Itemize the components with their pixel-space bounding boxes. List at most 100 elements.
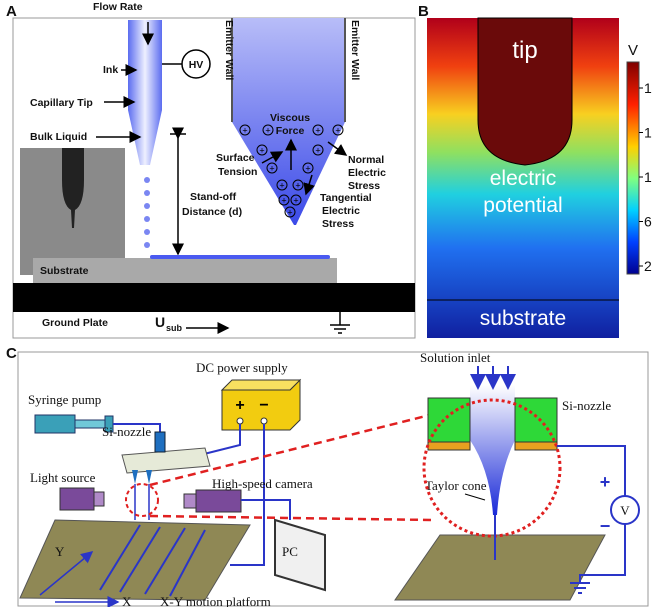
label: Viscous — [270, 112, 310, 124]
colorbar-label: 180 — [644, 80, 652, 96]
shape — [144, 190, 150, 196]
shape — [144, 216, 150, 222]
label: Ink — [103, 64, 118, 76]
wire — [557, 446, 625, 496]
colorbar-label: 20 — [644, 258, 652, 274]
charge-sign: + — [265, 126, 270, 136]
label: Force — [276, 125, 305, 137]
label: Surface — [216, 152, 255, 164]
shape — [146, 470, 152, 484]
label: Capillary Tip — [30, 97, 93, 109]
shape — [60, 488, 94, 510]
charge-sign: + — [315, 126, 320, 136]
terminal — [261, 418, 267, 424]
charge-sign: + — [335, 126, 340, 136]
dc-power-top — [222, 380, 300, 390]
colorbar-ticks: 1801401006020 — [639, 80, 652, 274]
figure: A Flow Rate Ink HV Capillary Tip Bulk Li… — [0, 0, 652, 607]
charge-sign: + — [287, 208, 292, 218]
label: Solution inlet — [420, 350, 491, 365]
label: Light source — [30, 470, 96, 485]
unit: V — [628, 42, 638, 59]
shape — [144, 229, 150, 235]
label: X — [122, 594, 132, 607]
ground-symbol — [330, 312, 350, 333]
label: Emitter Wall — [223, 20, 235, 80]
panel-label: C — [6, 345, 17, 362]
label: Ground Plate — [42, 317, 108, 329]
reservoir — [155, 432, 165, 452]
label: HV — [189, 59, 204, 71]
label: Tension — [218, 166, 257, 178]
velocity-symbol: U — [155, 314, 165, 330]
charge-sign: + — [305, 164, 310, 174]
label: Stress — [348, 180, 380, 192]
label: Normal — [348, 154, 384, 166]
panel-label: A — [6, 3, 17, 20]
ground-plate — [13, 283, 415, 312]
charge-sign: + — [242, 126, 247, 136]
light-source — [60, 488, 104, 510]
label: Stand-off — [190, 191, 237, 203]
charge-sign: + — [279, 181, 284, 191]
capillary — [128, 20, 162, 165]
label: + — [600, 472, 611, 492]
label: electric — [490, 167, 557, 190]
platform — [395, 535, 605, 600]
label: Distance (d) — [182, 206, 242, 218]
charge-sign: + — [281, 196, 286, 206]
velocity-subscript: sub — [166, 323, 183, 333]
label: X-Y motion platform — [160, 594, 271, 607]
electrode — [515, 442, 557, 450]
charge-sign: + — [259, 146, 264, 156]
shape — [196, 490, 241, 512]
chip — [122, 448, 210, 473]
label: substrate — [480, 307, 566, 330]
shape — [144, 203, 150, 209]
label: tip — [512, 37, 537, 64]
charge-sign: + — [295, 181, 300, 191]
label: + — [235, 397, 244, 414]
camera — [184, 490, 241, 512]
label: Taylor cone — [425, 478, 487, 493]
colorbar-label: 100 — [644, 169, 652, 185]
inlet-arrows — [478, 366, 508, 388]
label: Y — [55, 544, 65, 559]
zoom-circle — [126, 484, 158, 516]
charge-sign: + — [293, 196, 298, 206]
charge-sign: + — [315, 146, 320, 156]
label: Syringe pump — [28, 392, 101, 407]
leader — [465, 494, 485, 500]
taylor-cone — [470, 385, 515, 515]
printed-film — [150, 255, 330, 259]
shape — [94, 492, 104, 506]
shape — [75, 420, 105, 428]
label: − — [259, 397, 268, 414]
label: PC — [282, 544, 298, 559]
electrode — [428, 442, 470, 450]
label: Stress — [322, 218, 354, 230]
shape — [132, 470, 138, 484]
charge-sign: + — [269, 164, 274, 174]
label: Bulk Liquid — [30, 131, 87, 143]
shape — [184, 494, 196, 508]
label: Si-nozzle — [562, 398, 611, 413]
label: High-speed camera — [212, 476, 313, 491]
label: Emitter Wall — [349, 20, 361, 80]
label: Substrate — [40, 265, 89, 277]
shape — [35, 415, 75, 433]
droplets — [144, 177, 150, 248]
panel-label: B — [418, 3, 429, 20]
label: Electric — [322, 205, 360, 217]
label: Electric — [348, 167, 386, 179]
label: − — [600, 516, 611, 536]
si-block — [428, 398, 470, 442]
label: Flow Rate — [93, 1, 143, 13]
label: V — [620, 503, 630, 518]
label: potential — [483, 194, 562, 217]
terminal — [237, 418, 243, 424]
colorbar — [627, 62, 639, 274]
shape — [144, 177, 150, 183]
colorbar-label: 60 — [644, 214, 652, 230]
shape — [144, 242, 150, 248]
